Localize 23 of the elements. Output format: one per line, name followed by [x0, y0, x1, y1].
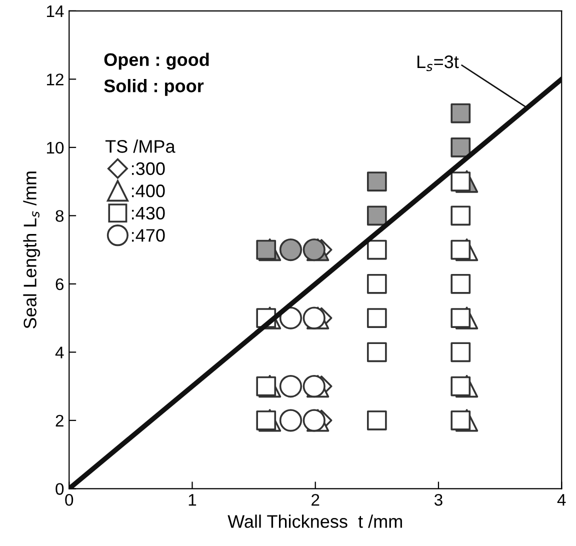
legend-title: TS /MPa [105, 140, 176, 153]
text: L$_{s}$=3t [417, 55, 459, 72]
x-tick-label: 0 [65, 494, 74, 506]
x-tick-label: 2 [312, 494, 320, 506]
legend-label: :400 [132, 184, 165, 198]
y-tick-label: 6 [56, 278, 64, 290]
legend-label: :430 [132, 206, 165, 220]
y-tick-label: 14 [46, 5, 64, 17]
y-tick-label: 4 [55, 346, 64, 358]
legend-label: :300 [132, 162, 165, 176]
annotation: Open : good [104, 52, 209, 70]
y-tick-label: 12 [46, 74, 64, 86]
x-tick-label: 1 [188, 494, 196, 506]
y-tick-label: 0 [56, 483, 64, 495]
y-tick-label: 8 [56, 210, 64, 222]
y-axis-title: Seal Length L$_{s}$ /mm [23, 172, 40, 328]
annotation: Solid : poor [104, 79, 204, 96]
x-tick-label: 3 [434, 494, 442, 506]
y-tick-label: 2 [56, 414, 64, 426]
legend-label: :470 [132, 229, 165, 242]
x-tick-label: 4 [557, 494, 566, 506]
x-axis-title: Wall Thickness t /mm [228, 514, 402, 528]
y-tick-label: 10 [46, 142, 64, 154]
